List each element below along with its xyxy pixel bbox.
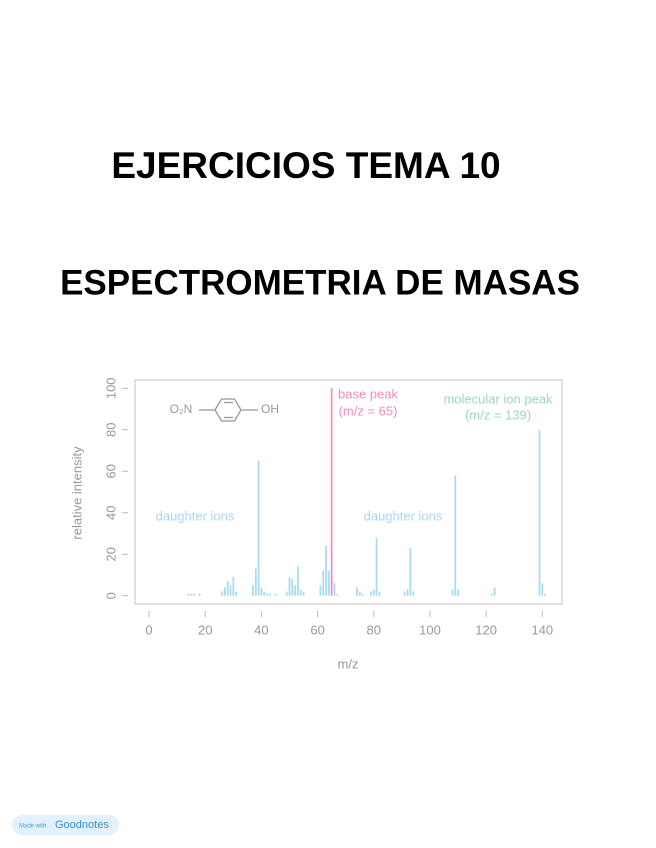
badge-brand: Goodnotes [55, 819, 109, 831]
y-tick-label: 0 [103, 592, 118, 599]
x-tick-label: 40 [254, 622, 268, 637]
subtitle: ESPECTROMETRIA DE MASAS [60, 263, 580, 302]
bar [297, 566, 299, 596]
annotation: molecular ion peak [443, 391, 553, 406]
molecule-left: O₂N [170, 402, 193, 416]
bar [333, 583, 336, 596]
bar [372, 589, 375, 596]
x-tick-label: 0 [145, 622, 152, 637]
bar [375, 537, 378, 596]
bar [336, 593, 339, 596]
plot-frame [134, 379, 563, 605]
bar [266, 593, 268, 596]
x-tick-label: 60 [310, 622, 324, 637]
x-tick-label: 20 [198, 622, 212, 637]
x-tick-label: 120 [475, 622, 497, 637]
annotation-detail: (m/z = 65) [339, 403, 398, 418]
bar [457, 589, 459, 596]
bar [538, 429, 541, 596]
x-tick-label: 100 [419, 622, 441, 637]
bar [330, 388, 333, 596]
y-axis-label: relative intensity [69, 446, 84, 540]
x-tick-label: 80 [367, 622, 381, 637]
bar [356, 587, 358, 596]
bar [358, 591, 361, 596]
bar [302, 591, 305, 596]
annotation: daughter ions [156, 508, 235, 523]
bar [263, 591, 266, 596]
bar [327, 570, 330, 596]
bar [493, 587, 496, 596]
bar [193, 593, 195, 596]
bar [254, 568, 257, 596]
bar [187, 593, 190, 596]
title: EJERCICIOS TEMA 10 [111, 145, 500, 186]
bar [198, 593, 201, 596]
bar [190, 593, 193, 596]
bar [294, 585, 297, 596]
bar [322, 570, 325, 596]
bar [288, 577, 291, 596]
bar [223, 587, 226, 596]
y-tick-label: 80 [103, 423, 118, 437]
bar [268, 593, 271, 596]
bar [226, 581, 229, 596]
y-tick-label: 100 [103, 377, 118, 399]
x-axis-label: m/z [338, 656, 359, 671]
bar [285, 591, 288, 596]
annotation: daughter ions [364, 508, 443, 523]
bar [252, 585, 254, 596]
molecule-right: OH [261, 402, 279, 416]
bar [260, 587, 263, 596]
y-tick-label: 60 [103, 464, 118, 478]
annotation: base peak [338, 386, 398, 401]
bar [319, 585, 322, 596]
bar [361, 593, 364, 596]
bar [544, 593, 547, 596]
bar [378, 591, 381, 596]
bar [299, 589, 302, 596]
bar [490, 593, 493, 596]
bar [406, 589, 409, 596]
y-tick-label: 20 [103, 547, 118, 561]
x-tick-label: 140 [531, 622, 553, 637]
bar [291, 579, 294, 596]
badge [12, 815, 119, 835]
bar [403, 591, 406, 596]
bar [541, 583, 544, 596]
badge-prefix: Made with [19, 824, 46, 830]
bar [257, 460, 260, 596]
bar [451, 589, 454, 596]
bar [274, 593, 277, 596]
bar [235, 591, 238, 596]
bar [221, 591, 223, 596]
bar [409, 548, 412, 596]
bar [412, 591, 415, 596]
annotation-detail: (m/z = 139) [465, 407, 531, 422]
benzene-ring [199, 398, 258, 422]
bar [232, 577, 235, 596]
bar [325, 545, 327, 596]
bar [370, 591, 372, 596]
bar [454, 475, 457, 596]
y-tick-label: 40 [103, 506, 118, 520]
bar [229, 585, 232, 596]
